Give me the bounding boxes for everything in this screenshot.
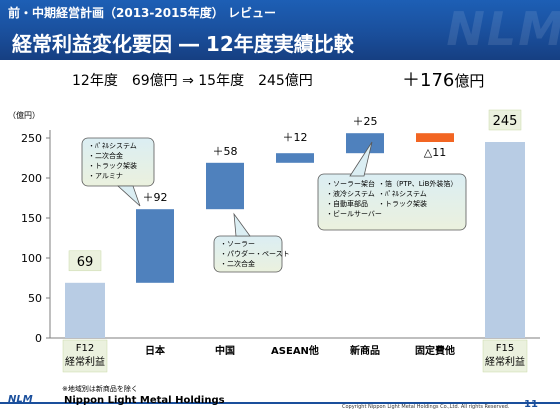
annotation-line: ・ﾊﾟﾈﾙシステム [378, 190, 427, 198]
annotation-pointer [349, 141, 373, 177]
bar-value-label: ＋58 [213, 145, 238, 158]
bar-value-label: 245 [493, 114, 518, 129]
footer-rule [0, 402, 560, 404]
company-logo: NLM [8, 394, 33, 405]
bar-value-label: △11 [424, 146, 446, 159]
page-number: 11 [524, 399, 538, 410]
annotation-pointer [116, 185, 141, 207]
bar-value-label: ＋92 [143, 191, 168, 204]
y-tick-label: 250 [21, 132, 42, 145]
y-tick-label: 200 [21, 172, 42, 185]
summary-difference: ＋176億円 [402, 66, 484, 92]
footnote: ※地域別は新商品を除く [62, 385, 138, 393]
copyright-notice: Copyright Nippon Light Metal Holdings Co… [342, 404, 510, 410]
value-label-box [68, 250, 102, 272]
x-tick-label: F12 [76, 343, 94, 354]
annotation-line: ・ビールサーバー [326, 209, 382, 218]
bar [416, 133, 454, 142]
x-tick-label: 新商品 [350, 344, 380, 357]
y-tick-label: 100 [21, 252, 42, 265]
chart-axes: 050100150200250（億円）F12経常利益日本 中国 ASEAN他 新商品固… [8, 110, 540, 373]
chart-bars [65, 133, 525, 338]
total-category-box [62, 339, 108, 373]
section-subtitle: 前・中期経営計画（2013-2015年度） レビュー [8, 6, 276, 20]
annotation-line: ・ﾊﾟﾈﾙシステム [88, 142, 137, 150]
y-tick-label: 0 [35, 332, 42, 345]
bar-value-label: 69 [77, 255, 94, 270]
annotation-line: ・ソーラー架台 [326, 179, 375, 188]
annotation-line: ・トラック架装 [378, 199, 427, 208]
chart-value-labels: 69 ＋92 ＋58 ＋12 ＋25 △11 245 [68, 109, 522, 272]
y-tick-label: 50 [28, 292, 42, 305]
annotation-line: ・自動車部品 [326, 199, 368, 208]
bar [276, 153, 314, 163]
total-category-box [482, 339, 528, 373]
annotation-callout [317, 173, 467, 231]
bar [65, 282, 105, 338]
summary-diff-value: ＋176 [402, 70, 455, 91]
x-tick-label: 中国 [215, 344, 235, 357]
chart-annotations: ・ﾊﾟﾈﾙシステム・二次合金・トラック架装・アルミナ・ソーラー・パウダー・ペース… [81, 137, 467, 273]
summary-text: 12年度 69億円 ⇒ 15年度 245億円 [72, 73, 313, 89]
bar-value-label: ＋12 [283, 131, 308, 144]
x-tick-label: 経常利益 [65, 355, 105, 368]
value-label-box [488, 109, 522, 131]
company-name: Nippon Light Metal Holdings [64, 395, 225, 406]
logo-watermark: NLM [446, 2, 560, 56]
x-tick-label: 固定費他 [415, 344, 455, 357]
y-tick-label: 150 [21, 212, 42, 225]
x-tick-label: ASEAN他 [271, 344, 319, 357]
annotation-line: ・二次合金 [220, 259, 255, 268]
bar [346, 133, 384, 154]
annotation-line: ・二次合金 [88, 151, 123, 160]
annotation-line: ・パウダー・ペースト [220, 249, 290, 258]
annotation-line: ・トラック架装 [88, 161, 137, 170]
header-banner: NLM 前・中期経営計画（2013-2015年度） レビュー 経常利益変化要因 … [0, 0, 560, 60]
bar [136, 209, 174, 283]
y-axis-label: （億円） [8, 110, 40, 120]
annotation-line: ・アルミナ [88, 172, 123, 180]
x-tick-label: 経常利益 [485, 355, 525, 368]
x-tick-label: 日本 [145, 344, 166, 357]
bar [485, 142, 525, 338]
bar [206, 162, 244, 210]
slide-title: 経常利益変化要因 ― 12年度実績比較 [12, 32, 354, 56]
summary-diff-unit: 億円 [454, 72, 485, 90]
bar-value-label: ＋25 [353, 115, 378, 128]
annotation-pointer [233, 212, 251, 237]
annotation-line: ・ソーラー [220, 240, 255, 248]
annotation-line: ・液冷システム [326, 189, 375, 198]
x-tick-label: F15 [496, 343, 514, 354]
annotation-line: ・箔（PTP、LiB外装箔） [378, 179, 457, 188]
